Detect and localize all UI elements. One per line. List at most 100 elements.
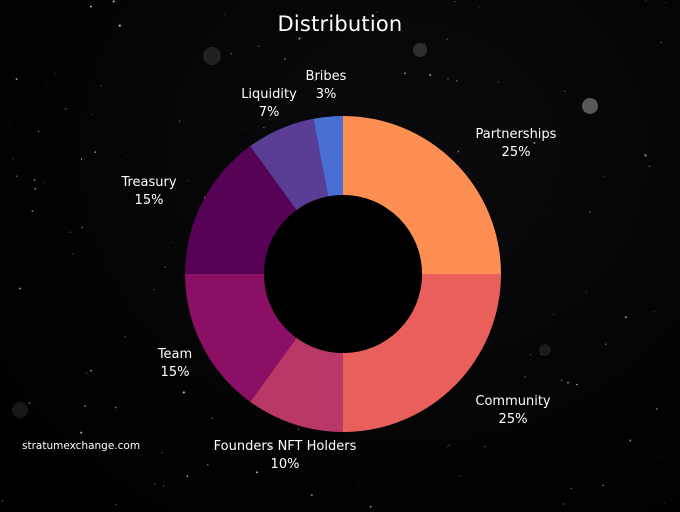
- star: [605, 343, 607, 345]
- star: [358, 482, 360, 484]
- star: [118, 24, 121, 27]
- star: [589, 211, 591, 213]
- star: [168, 246, 169, 248]
- star: [567, 381, 569, 384]
- star: [76, 167, 77, 169]
- star: [537, 69, 539, 71]
- slice-partnerships: [343, 116, 501, 274]
- star: [224, 13, 226, 15]
- watermark: stratumexchange.com: [22, 440, 141, 452]
- star: [172, 242, 173, 244]
- star: [153, 288, 155, 291]
- star: [181, 489, 182, 491]
- star: [80, 431, 83, 434]
- star: [369, 505, 372, 508]
- star: [653, 311, 655, 313]
- star: [28, 402, 31, 405]
- star: [560, 379, 563, 382]
- star: [43, 181, 45, 183]
- slice-liquidity: [250, 118, 329, 211]
- star: [34, 179, 36, 181]
- star: [420, 50, 422, 52]
- star: [90, 369, 92, 372]
- star: [85, 371, 88, 375]
- star: [126, 155, 128, 157]
- slice-community: [343, 274, 501, 432]
- planet: [539, 344, 551, 356]
- star: [124, 336, 126, 338]
- star: [15, 175, 18, 178]
- star: [291, 470, 293, 472]
- star: [230, 52, 233, 55]
- slice-name-label: Partnerships: [476, 127, 557, 142]
- slice-percent-label: 7%: [259, 105, 280, 120]
- star: [492, 163, 494, 165]
- star: [80, 226, 84, 229]
- planet: [413, 43, 427, 57]
- star: [644, 154, 647, 157]
- star: [114, 406, 117, 409]
- star: [244, 127, 246, 129]
- star: [459, 475, 461, 477]
- star: [186, 475, 189, 478]
- star: [576, 383, 578, 386]
- star: [533, 142, 536, 144]
- slice-team: [185, 274, 297, 402]
- star: [153, 483, 156, 485]
- star: [447, 77, 449, 80]
- star: [83, 404, 87, 408]
- slice-name-label: Team: [157, 347, 192, 362]
- star: [540, 354, 542, 355]
- star: [100, 85, 102, 87]
- star: [187, 180, 189, 182]
- star: [660, 41, 663, 44]
- star: [135, 269, 137, 271]
- star: [19, 287, 21, 290]
- star: [376, 11, 378, 13]
- star: [257, 45, 260, 48]
- star: [15, 78, 18, 81]
- star: [80, 158, 83, 160]
- star: [12, 157, 14, 160]
- star: [89, 5, 92, 8]
- star: [298, 37, 301, 40]
- star: [199, 510, 201, 512]
- star: [91, 113, 94, 116]
- star: [47, 82, 49, 84]
- star: [72, 253, 74, 255]
- star: [64, 107, 67, 110]
- star: [37, 130, 40, 133]
- star: [423, 43, 425, 45]
- star: [530, 354, 531, 356]
- star: [665, 2, 667, 3]
- star: [456, 80, 458, 82]
- planet: [12, 402, 28, 418]
- star: [1, 500, 4, 502]
- star: [206, 463, 209, 466]
- star: [162, 485, 165, 487]
- star: [161, 451, 164, 454]
- slice-bribes: [313, 116, 343, 197]
- star: [178, 120, 181, 123]
- slice-percent-label: 15%: [135, 193, 164, 208]
- star: [255, 471, 258, 474]
- star: [310, 494, 313, 497]
- star: [478, 7, 480, 8]
- star: [444, 3, 446, 5]
- star: [607, 290, 609, 292]
- star: [446, 447, 448, 448]
- star: [145, 200, 148, 203]
- star: [457, 150, 460, 153]
- star: [524, 376, 526, 378]
- star: [652, 263, 653, 264]
- star: [313, 79, 316, 81]
- star: [112, 0, 115, 3]
- donut-hole: [264, 195, 422, 353]
- star: [645, 0, 647, 2]
- star: [602, 484, 604, 487]
- star: [8, 125, 10, 127]
- star: [404, 72, 406, 75]
- star: [585, 291, 587, 293]
- star: [657, 456, 659, 458]
